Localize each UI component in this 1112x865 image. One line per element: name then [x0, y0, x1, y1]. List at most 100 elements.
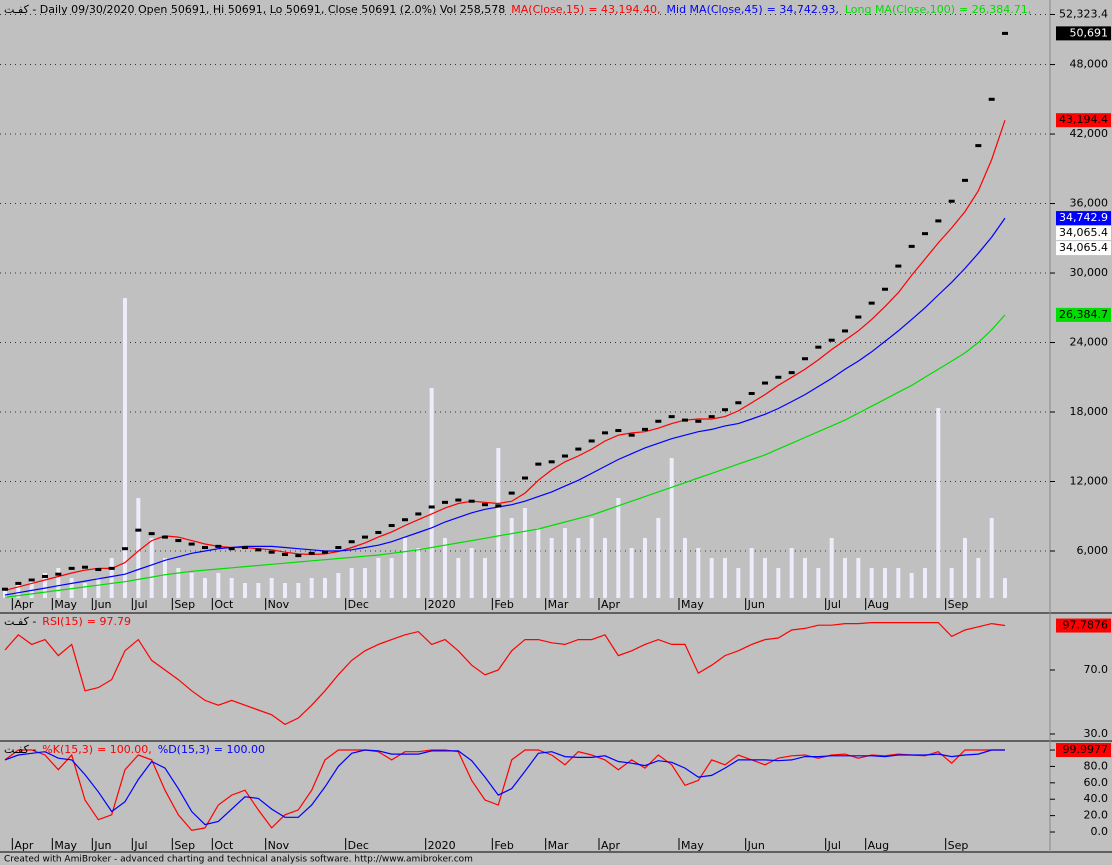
volume-bar [669, 458, 674, 598]
x-tick-label: Sep [174, 598, 195, 611]
x-tick-label: Jun [93, 839, 111, 852]
price-bar [895, 264, 902, 268]
y-tick-label: 80.0 [1084, 759, 1109, 772]
price-bar [548, 460, 555, 464]
volume-bar [936, 408, 941, 598]
series-line [4, 622, 1006, 726]
price-bar [402, 518, 408, 522]
volume-bar [776, 568, 781, 598]
axis-value-box [1056, 26, 1111, 41]
volume-bar [696, 548, 701, 598]
legend-value: = 100.00 [214, 743, 265, 756]
volume-bar [309, 578, 314, 598]
x-tick-label: Feb [494, 839, 513, 852]
axis-value-box [1056, 618, 1111, 633]
price-bar [428, 505, 435, 509]
x-tick-label: Apr [601, 839, 621, 852]
volume-bar [56, 568, 61, 598]
legend-name: Mid MA(Close,45) [667, 3, 763, 16]
price-bar [282, 552, 288, 556]
volume-bar [229, 578, 234, 598]
pane-title: كفـت - Daily 09/30/2020 Open 50691, Hi 5… [4, 3, 1031, 16]
y-tick-label: 20.0 [1084, 809, 1109, 822]
x-tick-label: Jul [827, 839, 841, 852]
volume-bar [683, 538, 687, 598]
volume-bar [976, 558, 981, 598]
axis-value-label: 34,742.9 [1059, 211, 1108, 224]
axis-value-label: 97.7876 [1063, 619, 1109, 632]
price-bar [988, 97, 995, 101]
legend-value: = 100.00, [97, 743, 152, 756]
volume-bar [296, 583, 301, 598]
axis-value-box [1056, 241, 1111, 256]
y-tick-label: 42,000 [1070, 127, 1109, 140]
y-tick-label: 0.0 [1091, 825, 1109, 838]
volume-bar [923, 568, 927, 598]
price-bar [948, 199, 955, 203]
y-tick-label: 60.0 [1084, 776, 1109, 789]
volume-bar [963, 538, 967, 598]
y-tick-label: 48,000 [1070, 58, 1109, 71]
volume-bar [109, 558, 114, 598]
y-tick-label: 36,000 [1070, 197, 1109, 210]
x-tick-label: Dec [348, 839, 369, 852]
price-bar [668, 415, 675, 419]
volume-bar [549, 538, 554, 598]
x-tick-label: Nov [268, 839, 290, 852]
price-bar [15, 581, 22, 585]
price-bar [828, 338, 835, 342]
volume-bar [96, 578, 101, 598]
price-bar [868, 301, 875, 305]
axis-value-box [1056, 307, 1111, 322]
y-tick-label: 12,000 [1070, 475, 1109, 488]
x-tick-label: Jun [747, 598, 765, 611]
volume-bar [243, 583, 247, 598]
x-tick-label: Jun [93, 598, 111, 611]
price-bar [202, 546, 208, 550]
price-bar [855, 315, 862, 319]
axis-value-box [1056, 113, 1111, 128]
volume-bar [389, 558, 394, 598]
volume-bar [16, 583, 21, 598]
price-bar [522, 476, 528, 480]
volume-bar [483, 558, 487, 598]
volume-bar [816, 568, 821, 598]
price-bar [1002, 31, 1008, 35]
x-tick-label: Oct [214, 598, 234, 611]
volume-bar [1003, 578, 1007, 598]
axis-value-label: 26,384.7 [1059, 308, 1108, 321]
volume-bar [123, 298, 127, 598]
series-line [4, 120, 1006, 591]
series-line [4, 749, 1005, 832]
price-bar [188, 542, 195, 546]
y-tick-label: 30,000 [1070, 266, 1109, 279]
series-line [4, 314, 1006, 598]
legend-value: = 26,384.71, [959, 3, 1031, 16]
x-tick-label: Sep [174, 839, 195, 852]
legend-value: = 34,742.93, [767, 3, 839, 16]
x-tick-label: Mar [548, 598, 569, 611]
volume-bar [376, 558, 381, 598]
volume-bar [403, 538, 407, 598]
price-bar [655, 419, 662, 423]
axis-value-box [1056, 743, 1111, 758]
volume-bar [83, 583, 87, 598]
price-bar [788, 371, 795, 375]
legend-name: RSI(15) [42, 615, 82, 628]
volume-bar [589, 518, 594, 598]
volume-bar [949, 568, 954, 598]
price-bar [308, 551, 315, 555]
volume-bar [763, 558, 767, 598]
x-tick-label: Sep [948, 598, 969, 611]
volume-bar [189, 573, 194, 598]
pane-title: كفـت - RSI(15) = 97.79 [4, 615, 131, 628]
price-bar [122, 547, 128, 551]
axis-value-label: 50,691 [1070, 26, 1109, 39]
volume-bar [163, 558, 167, 598]
legend-name: MA(Close,15) [511, 3, 584, 16]
volume-bar [909, 573, 914, 598]
volume-bar [616, 498, 621, 598]
x-tick-label: 2020 [428, 598, 456, 611]
price-bar [722, 408, 728, 412]
